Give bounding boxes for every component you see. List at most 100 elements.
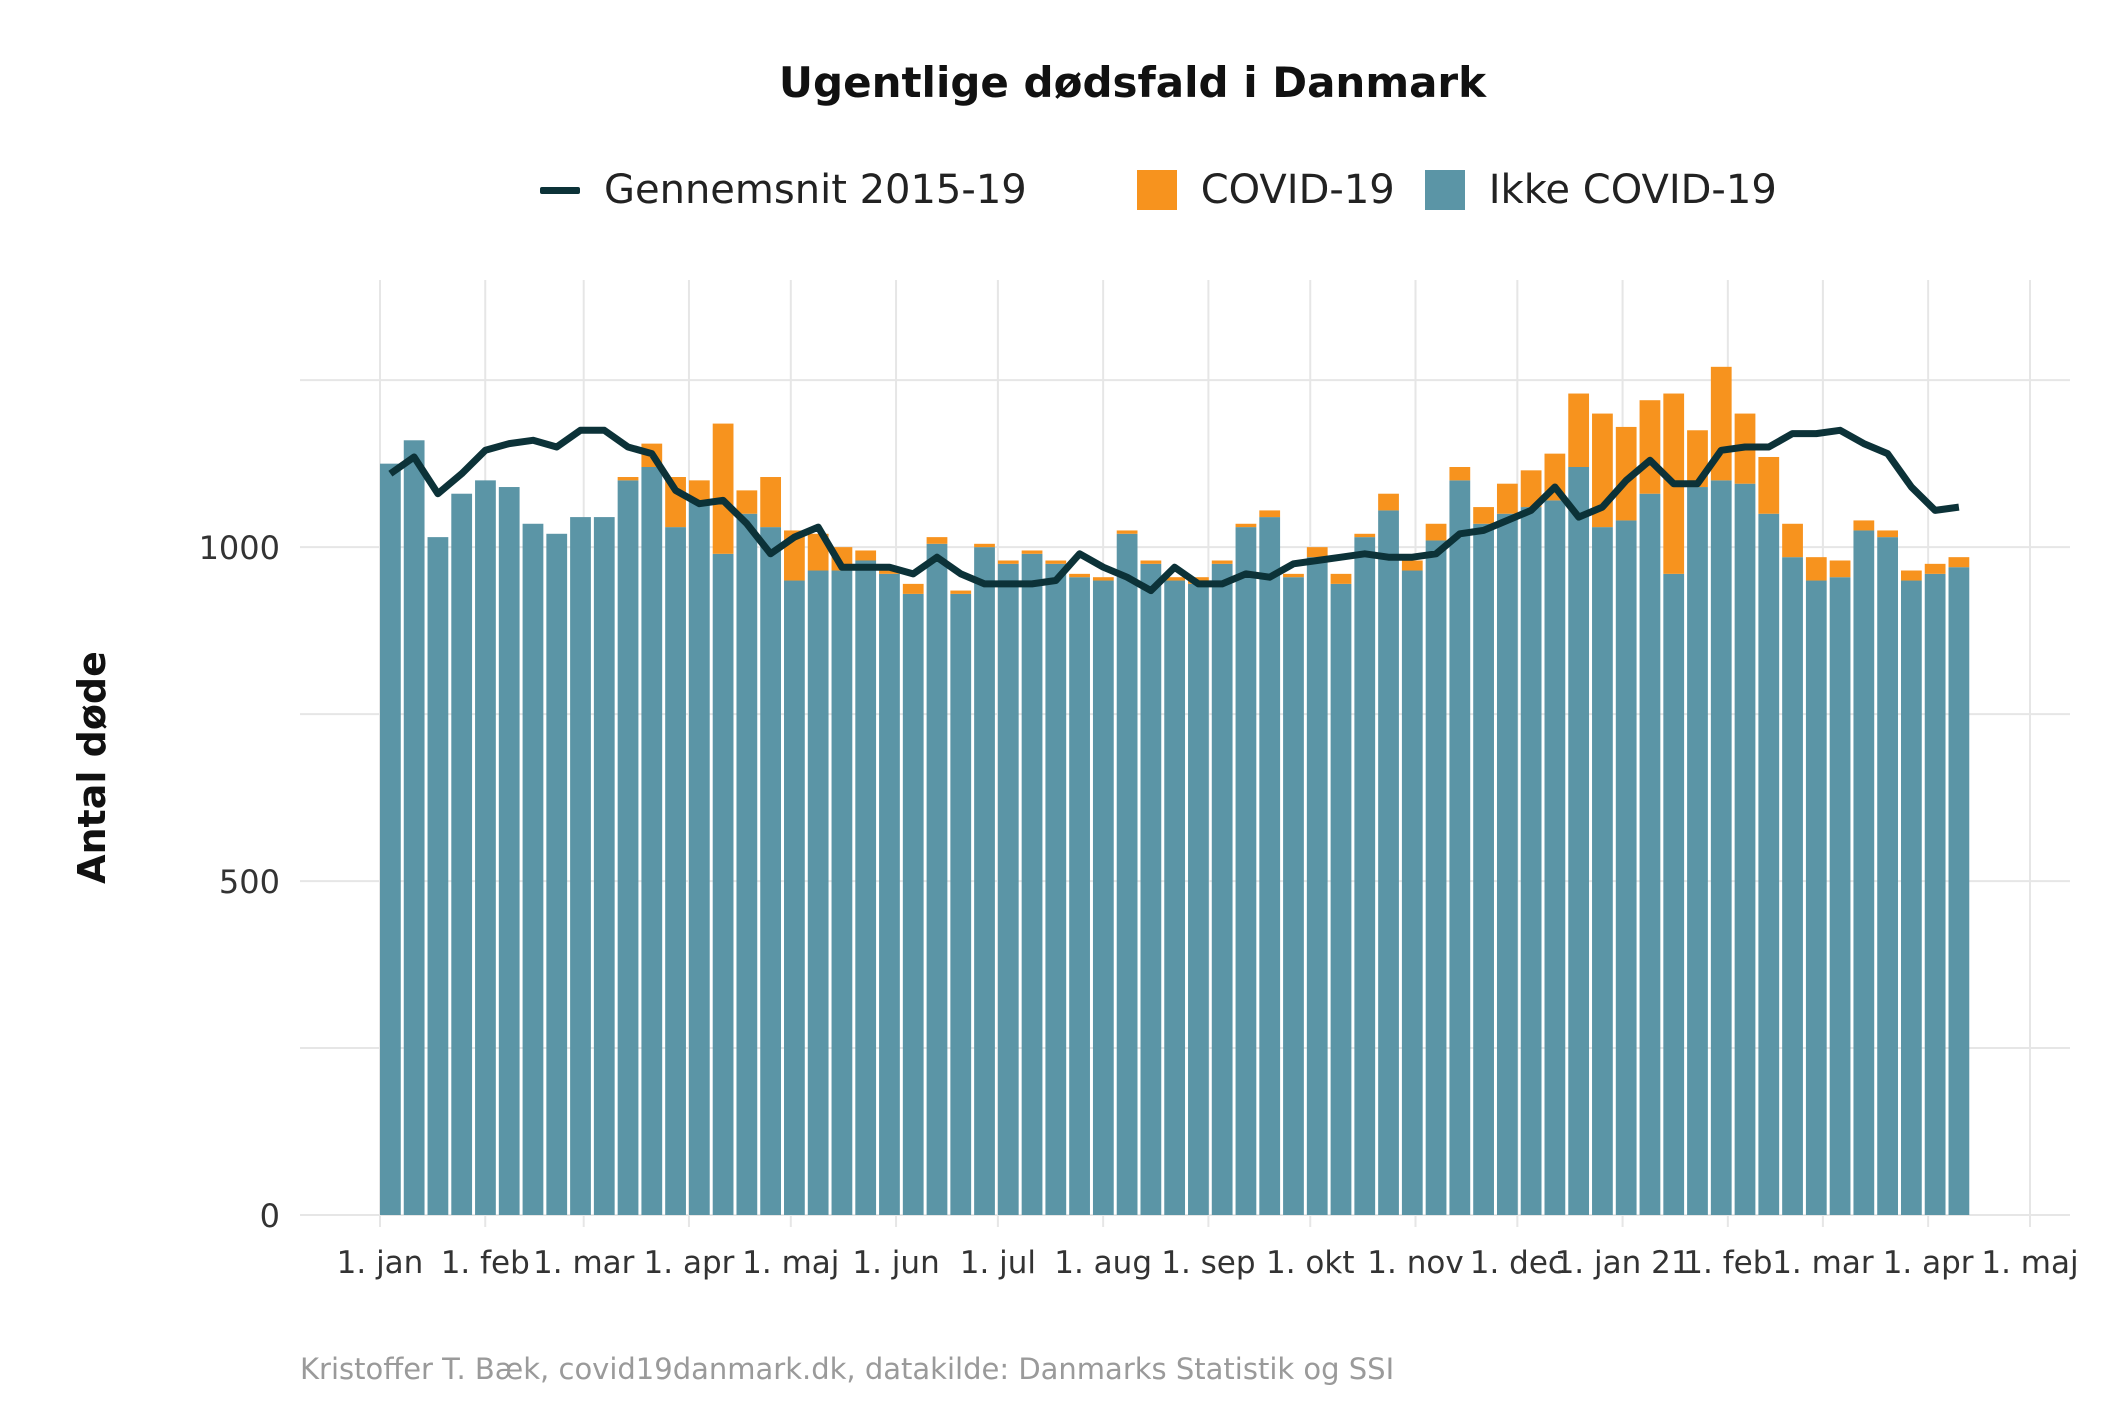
bar-covid bbox=[1615, 426, 1637, 521]
bar-noncovid bbox=[1354, 537, 1376, 1215]
bar-noncovid bbox=[1140, 563, 1162, 1215]
bar-covid bbox=[1758, 456, 1780, 514]
bar-noncovid bbox=[1853, 530, 1875, 1215]
legend-item-covid: COVID-19 bbox=[1136, 167, 1395, 213]
bar-covid bbox=[1853, 520, 1875, 531]
bar-noncovid bbox=[1235, 527, 1257, 1215]
bar-noncovid bbox=[1924, 573, 1946, 1215]
bar-noncovid bbox=[1948, 567, 1970, 1215]
legend-label-avg: Gennemsnit 2015-19 bbox=[604, 167, 1027, 213]
bar-covid bbox=[926, 537, 948, 544]
bar-noncovid bbox=[1330, 583, 1352, 1215]
bar-noncovid bbox=[1069, 577, 1090, 1215]
bar-noncovid bbox=[1520, 507, 1542, 1216]
bar-covid bbox=[1306, 547, 1328, 558]
bar-noncovid bbox=[1758, 513, 1780, 1215]
bar-noncovid bbox=[617, 480, 639, 1215]
bar-covid bbox=[1045, 560, 1067, 564]
x-tick-label: 1. dec bbox=[1470, 1245, 1565, 1281]
legend-label-noncovid: Ikke COVID-19 bbox=[1488, 167, 1777, 213]
legend-label-covid: COVID-19 bbox=[1200, 167, 1395, 213]
bar-noncovid bbox=[1092, 580, 1114, 1215]
x-tick-label: 1. sep bbox=[1161, 1245, 1255, 1281]
bar-noncovid bbox=[1449, 480, 1471, 1215]
bar-noncovid bbox=[1782, 557, 1803, 1215]
bar-noncovid bbox=[1473, 523, 1494, 1215]
x-tick-label: 1. okt bbox=[1266, 1245, 1355, 1281]
bar-noncovid bbox=[1259, 517, 1281, 1215]
legend-swatch-covid bbox=[1136, 170, 1177, 210]
x-tick-label: 1. jun bbox=[852, 1245, 939, 1281]
bar-noncovid bbox=[1592, 527, 1613, 1215]
bar-covid bbox=[807, 533, 829, 571]
bar-noncovid bbox=[1805, 580, 1827, 1215]
bar-covid bbox=[760, 477, 782, 528]
bar-noncovid bbox=[1425, 540, 1447, 1215]
bar-noncovid bbox=[1211, 563, 1233, 1215]
bar-covid bbox=[1473, 507, 1494, 524]
bar-covid bbox=[855, 550, 877, 561]
y-tick-label: 0 bbox=[260, 1197, 280, 1235]
x-tick-label: 1. maj bbox=[742, 1245, 839, 1281]
bar-noncovid bbox=[1188, 583, 1209, 1215]
bar-covid bbox=[1520, 470, 1542, 508]
bar-covid bbox=[1283, 573, 1304, 578]
x-tick-label: 1. jul bbox=[960, 1245, 1036, 1281]
bar-noncovid bbox=[570, 517, 591, 1215]
bar-noncovid bbox=[1496, 513, 1518, 1215]
bar-covid bbox=[1069, 573, 1090, 578]
bar-covid bbox=[1021, 550, 1043, 554]
chart-title: Ugentlige dødsfald i Danmark bbox=[778, 58, 1487, 107]
bar-noncovid bbox=[1306, 557, 1328, 1215]
bar-noncovid bbox=[1663, 573, 1685, 1215]
bar-noncovid bbox=[950, 593, 972, 1215]
bar-covid bbox=[902, 583, 924, 594]
y-tick-label: 1000 bbox=[199, 529, 280, 567]
bar-covid bbox=[1568, 393, 1590, 467]
legend-item-noncovid: Ikke COVID-19 bbox=[1424, 167, 1777, 213]
bar-noncovid bbox=[1401, 570, 1423, 1215]
bar-noncovid bbox=[1378, 510, 1399, 1215]
bar-covid bbox=[1259, 510, 1281, 518]
bar-covid bbox=[1829, 560, 1851, 578]
bar-noncovid bbox=[1710, 480, 1732, 1215]
bar-covid bbox=[1354, 533, 1376, 538]
bar-noncovid bbox=[641, 467, 663, 1215]
average-line-layer bbox=[388, 426, 1960, 595]
bar-covid bbox=[1877, 530, 1898, 538]
bar-noncovid bbox=[1544, 500, 1566, 1216]
bar-covid bbox=[617, 477, 639, 481]
x-tick-label: 1. apr bbox=[644, 1245, 735, 1281]
bar-noncovid bbox=[831, 570, 853, 1215]
caption: Kristoffer T. Bæk, covid19danmark.dk, da… bbox=[300, 1352, 1395, 1386]
legend: Gennemsnit 2015-19 COVID-19 Ikke COVID-1… bbox=[540, 160, 1827, 220]
y-axis-title: Antal døde bbox=[70, 651, 114, 884]
x-tick-label: 1. mar bbox=[533, 1245, 635, 1281]
legend-swatch-noncovid bbox=[1424, 170, 1465, 210]
x-tick-label: 1. feb bbox=[441, 1245, 530, 1281]
bar-noncovid bbox=[688, 500, 710, 1216]
bar-covid bbox=[1496, 483, 1518, 514]
bar-covid bbox=[1116, 530, 1138, 534]
bar-noncovid bbox=[1900, 580, 1922, 1215]
bar-covid bbox=[1805, 557, 1827, 581]
bar-noncovid bbox=[879, 573, 900, 1215]
bar-noncovid bbox=[974, 547, 995, 1215]
bar-noncovid bbox=[427, 537, 449, 1215]
bar-noncovid bbox=[1639, 493, 1661, 1215]
bar-covid bbox=[997, 560, 1019, 564]
bar-noncovid bbox=[380, 463, 401, 1215]
bar-noncovid bbox=[451, 493, 473, 1215]
bar-noncovid bbox=[760, 527, 782, 1215]
bar-covid bbox=[712, 423, 734, 554]
bar-noncovid bbox=[1116, 533, 1138, 1215]
average-line bbox=[388, 426, 1960, 595]
x-tick-label: 1. maj bbox=[1981, 1245, 2078, 1281]
bar-covid bbox=[1164, 577, 1186, 581]
bar-covid bbox=[1235, 523, 1257, 528]
bar-covid bbox=[1330, 573, 1352, 584]
bar-covid bbox=[1092, 577, 1114, 581]
bar-covid bbox=[688, 480, 710, 501]
